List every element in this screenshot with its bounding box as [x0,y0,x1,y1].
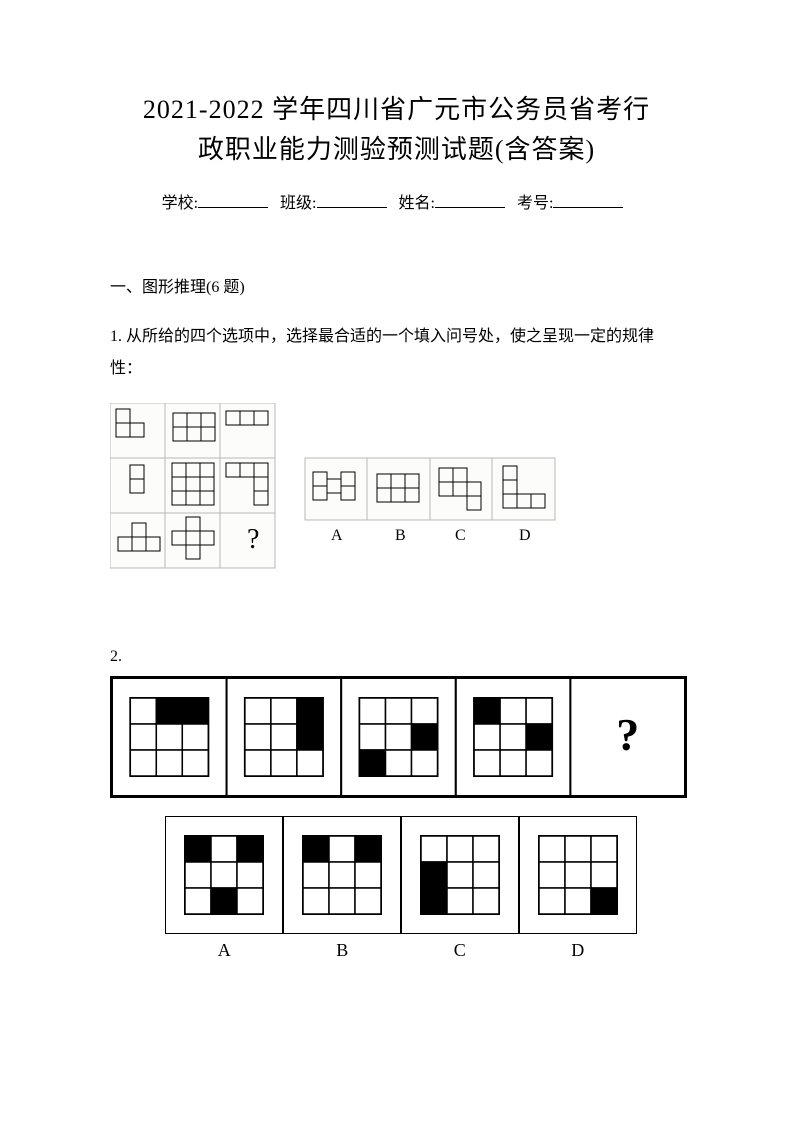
page: 2021-2022 学年四川省广元市公务员省考行 政职业能力测验预测试题(含答案… [0,0,793,1122]
field-school-blank[interactable] [198,193,268,208]
q1-opt-c: C [455,527,466,544]
q1-number: 1. [110,328,122,345]
q2-opt-b: B [336,940,348,961]
q1-text: 1. 从所给的四个选项中，选择最合适的一个填入问号处，使之呈现一定的规律性： [110,321,683,385]
q1-body: 从所给的四个选项中，选择最合适的一个填入问号处，使之呈现一定的规律性： [110,328,654,377]
q2-number: 2. [110,648,683,666]
section-heading: 一、图形推理(6 题) [110,273,683,297]
q2-opt-a: A [218,940,231,961]
field-class-label: 班级: [280,189,316,213]
field-examno-blank[interactable] [553,193,623,208]
q1-figure: ? [110,403,683,578]
student-info-line: 学校: 班级: 姓名: 考号: [110,189,683,213]
svg-text:?: ? [247,524,259,555]
q1-opt-b: B [395,527,406,544]
q2-figure: ? A B C D [110,676,683,961]
q2-sequence-svg: ? [110,676,687,798]
svg-text:?: ? [616,709,639,760]
q1-opt-a: A [331,527,343,544]
q2-option-labels: A B C D [165,940,637,961]
title-line-1: 2021-2022 学年四川省广元市公务员省考行 [110,90,683,130]
field-class-blank[interactable] [317,193,387,208]
title-line-2: 政职业能力测验预测试题(含答案) [110,130,683,170]
q2-opt-d: D [571,940,584,961]
field-school-label: 学校: [162,189,198,213]
q1-svg: ? [110,403,570,578]
q1-opt-d: D [519,527,531,544]
field-name-blank[interactable] [435,193,505,208]
field-examno-label: 考号: [517,189,553,213]
q2-opt-c: C [454,940,466,961]
field-name-label: 姓名: [399,189,435,213]
q2-answers-svg [165,816,637,934]
document-title: 2021-2022 学年四川省广元市公务员省考行 政职业能力测验预测试题(含答案… [110,90,683,171]
